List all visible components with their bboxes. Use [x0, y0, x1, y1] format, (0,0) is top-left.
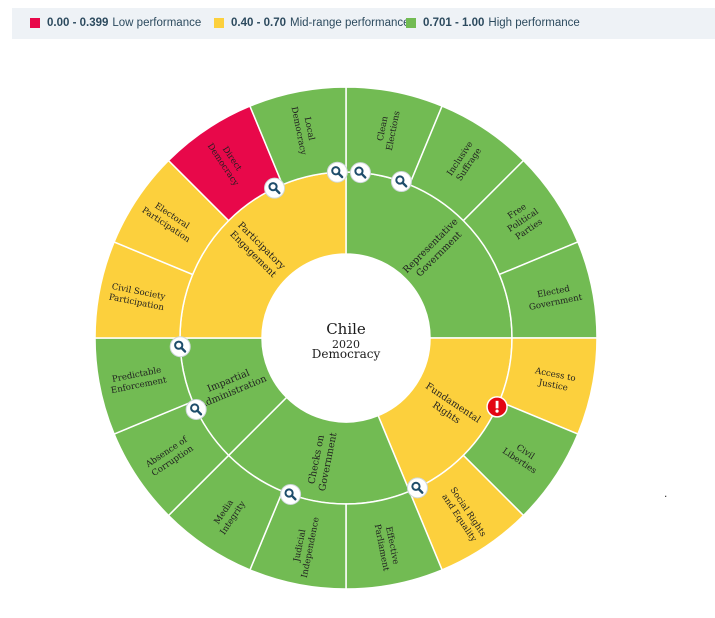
- legend-range-low: 0.00 - 0.399: [47, 17, 109, 29]
- subattribute-social-rights-and-equality-magnifier-icon-handle: [417, 487, 424, 494]
- subattribute-judicial-independence-magnifier-icon-lens: [284, 488, 294, 498]
- subattribute-absence-of-corruption-magnifier-icon-bg: [185, 398, 207, 420]
- subattribute-direct-democracy-magnifier-icon-handle: [274, 188, 281, 195]
- legend-range-high: 0.701 - 1.00: [423, 17, 485, 29]
- legend-item-high: 0.701 - 1.00 High performance: [406, 17, 580, 29]
- subattribute-absence-of-corruption-magnifier-icon[interactable]: [185, 398, 207, 420]
- subattribute-local-democracy-segment[interactable]: [248, 86, 347, 186]
- subattribute-predictable-enforcement-magnifier-icon-handle: [180, 346, 187, 353]
- subattribute-social-rights-and-equality-magnifier-icon-lens: [411, 481, 421, 491]
- legend-item-mid: 0.40 - 0.70 Mid-range performance: [214, 17, 410, 29]
- subattribute-judicial-independence-magnifier-icon-handle: [290, 494, 297, 501]
- category-representative-government-magnifier-icon-handle: [360, 172, 367, 179]
- stray-mark: .: [664, 486, 668, 500]
- subattribute-absence-of-corruption-magnifier-icon-handle: [196, 409, 203, 416]
- legend-swatch-low: [30, 18, 40, 28]
- subattribute-ring: CleanElectionsInclusiveSuffrageFreePolit…: [94, 86, 598, 590]
- category-representative-government-magnifier-icon-bg: [349, 162, 371, 184]
- center-country: Chile: [326, 320, 366, 338]
- subattribute-civil-liberties-alert-icon[interactable]: [486, 396, 508, 418]
- subattribute-judicial-independence-magnifier-icon-bg: [280, 483, 302, 505]
- center-hub: [262, 254, 430, 422]
- subattribute-clean-elections-magnifier-icon[interactable]: [390, 171, 412, 193]
- subattribute-local-democracy-magnifier-icon-handle: [337, 172, 344, 179]
- subattribute-clean-elections-magnifier-icon-bg: [390, 171, 412, 193]
- subattribute-predictable-enforcement-magnifier-icon[interactable]: [169, 336, 191, 358]
- subattribute-social-rights-and-equality-magnifier-icon[interactable]: [406, 477, 428, 499]
- legend-label-mid: Mid-range performance: [289, 17, 410, 29]
- center-label: Democracy: [312, 347, 381, 361]
- subattribute-predictable-enforcement-magnifier-icon-lens: [174, 340, 184, 350]
- subattribute-direct-democracy-magnifier-icon-bg: [264, 177, 286, 199]
- legend-range-mid: 0.40 - 0.70: [231, 17, 286, 29]
- subattribute-clean-elections-label-line: Clean: [376, 115, 391, 142]
- subattribute-direct-democracy-magnifier-icon[interactable]: [264, 177, 286, 199]
- legend-swatch-mid: [214, 18, 224, 28]
- category-representative-government-magnifier-icon-lens: [354, 166, 364, 176]
- icon-layer: [169, 161, 508, 505]
- subattribute-judicial-independence-magnifier-icon[interactable]: [280, 483, 302, 505]
- subattribute-civil-liberties-alert-icon-dot: [495, 409, 499, 413]
- legend-swatch-high: [406, 18, 416, 28]
- subattribute-clean-elections-magnifier-icon-lens: [395, 175, 405, 185]
- subattribute-clean-elections-magnifier-icon-handle: [401, 181, 408, 188]
- subattribute-social-rights-and-equality-magnifier-icon-bg: [406, 477, 428, 499]
- legend-label-high: High performance: [488, 17, 580, 29]
- performance-legend: 0.00 - 0.399 Low performance 0.40 - 0.70…: [12, 8, 715, 39]
- legend-item-low: 0.00 - 0.399 Low performance: [30, 17, 201, 29]
- subattribute-direct-democracy-magnifier-icon-lens: [268, 182, 278, 192]
- category-ring: RepresentativeGovernmentFundamentalRight…: [179, 171, 513, 505]
- subattribute-local-democracy-magnifier-icon-lens: [331, 166, 341, 176]
- subattribute-predictable-enforcement-magnifier-icon-bg: [169, 336, 191, 358]
- subattribute-civil-liberties-alert-icon-bar: [495, 400, 499, 409]
- category-representative-government-magnifier-icon[interactable]: [349, 162, 371, 184]
- legend-label-low: Low performance: [112, 17, 202, 29]
- subattribute-local-democracy-label-line: Local: [302, 116, 316, 141]
- subattribute-local-democracy-magnifier-icon-bg: [326, 161, 348, 183]
- subattribute-local-democracy-magnifier-icon[interactable]: [326, 161, 348, 183]
- subattribute-absence-of-corruption-magnifier-icon-lens: [190, 403, 200, 413]
- center-year: 2020: [332, 338, 360, 351]
